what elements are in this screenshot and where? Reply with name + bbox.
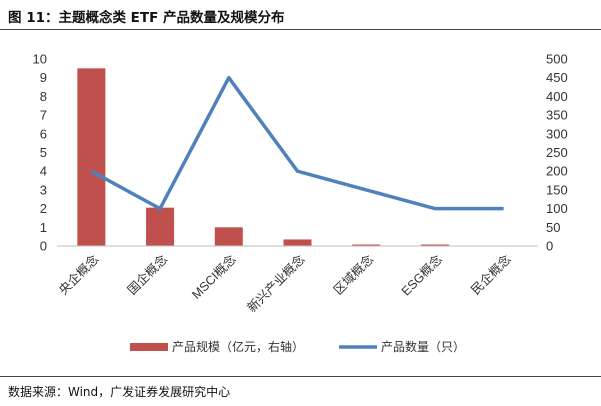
left-tick-label: 6: [40, 126, 47, 141]
left-tick-label: 9: [40, 70, 47, 85]
right-tick-label: 50: [546, 220, 560, 235]
right-tick-label: 450: [546, 70, 568, 85]
left-tick-label: 2: [40, 201, 47, 216]
legend-bar-label: 产品规模（亿元，右轴）: [172, 339, 304, 354]
bar: [283, 239, 312, 246]
right-tick-label: 200: [546, 164, 568, 179]
bar: [146, 207, 175, 246]
top-rule: [0, 29, 601, 30]
source-note: 数据来源：Wind，广发证券发展研究中心: [8, 385, 231, 399]
right-axis-ticks: 0 50 100 150 200 250 300 350 400 450 500: [546, 52, 568, 254]
left-tick-label: 7: [40, 108, 47, 123]
left-tick-label: 1: [40, 220, 47, 235]
bar: [352, 244, 381, 246]
category-label: 区域概念: [330, 251, 376, 297]
bar: [214, 227, 243, 246]
right-tick-label: 0: [546, 239, 553, 254]
right-tick-label: 500: [546, 52, 568, 67]
category-label: 民企概念: [468, 251, 514, 297]
legend-bar-swatch: [130, 343, 168, 351]
bar-series: [77, 68, 449, 246]
line-path: [90, 75, 504, 211]
category-label: 国企概念: [124, 251, 170, 297]
figure-title: 图 11：主题概念类 ETF 产品数量及规模分布: [8, 10, 285, 26]
right-tick-label: 150: [546, 182, 568, 197]
right-tick-label: 400: [546, 89, 568, 104]
category-label: MSCI概念: [189, 251, 240, 302]
bar: [77, 68, 106, 246]
left-tick-label: 4: [40, 164, 47, 179]
right-tick-label: 300: [546, 126, 568, 141]
left-tick-label: 10: [33, 52, 47, 67]
left-tick-label: 3: [40, 182, 47, 197]
bar: [420, 244, 449, 246]
category-label: 新兴产业概念: [244, 251, 308, 315]
left-tick-label: 8: [40, 89, 47, 104]
line-series: [90, 75, 504, 211]
right-tick-label: 350: [546, 108, 568, 123]
category-labels: 央企概念 国企概念 MSCI概念 新兴产业概念 区域概念 ESG概念 民企概念: [56, 251, 515, 315]
category-label: 央企概念: [56, 251, 102, 297]
category-label: ESG概念: [398, 251, 445, 298]
right-tick-label: 100: [546, 201, 568, 216]
left-axis-ticks: 0 1 2 3 4 5 6 7 8 9 10: [33, 52, 47, 254]
right-tick-label: 250: [546, 145, 568, 160]
left-tick-label: 0: [40, 239, 47, 254]
legend-line-label: 产品数量（只）: [381, 339, 465, 354]
bottom-rule: [0, 376, 601, 377]
left-tick-label: 5: [40, 145, 47, 160]
